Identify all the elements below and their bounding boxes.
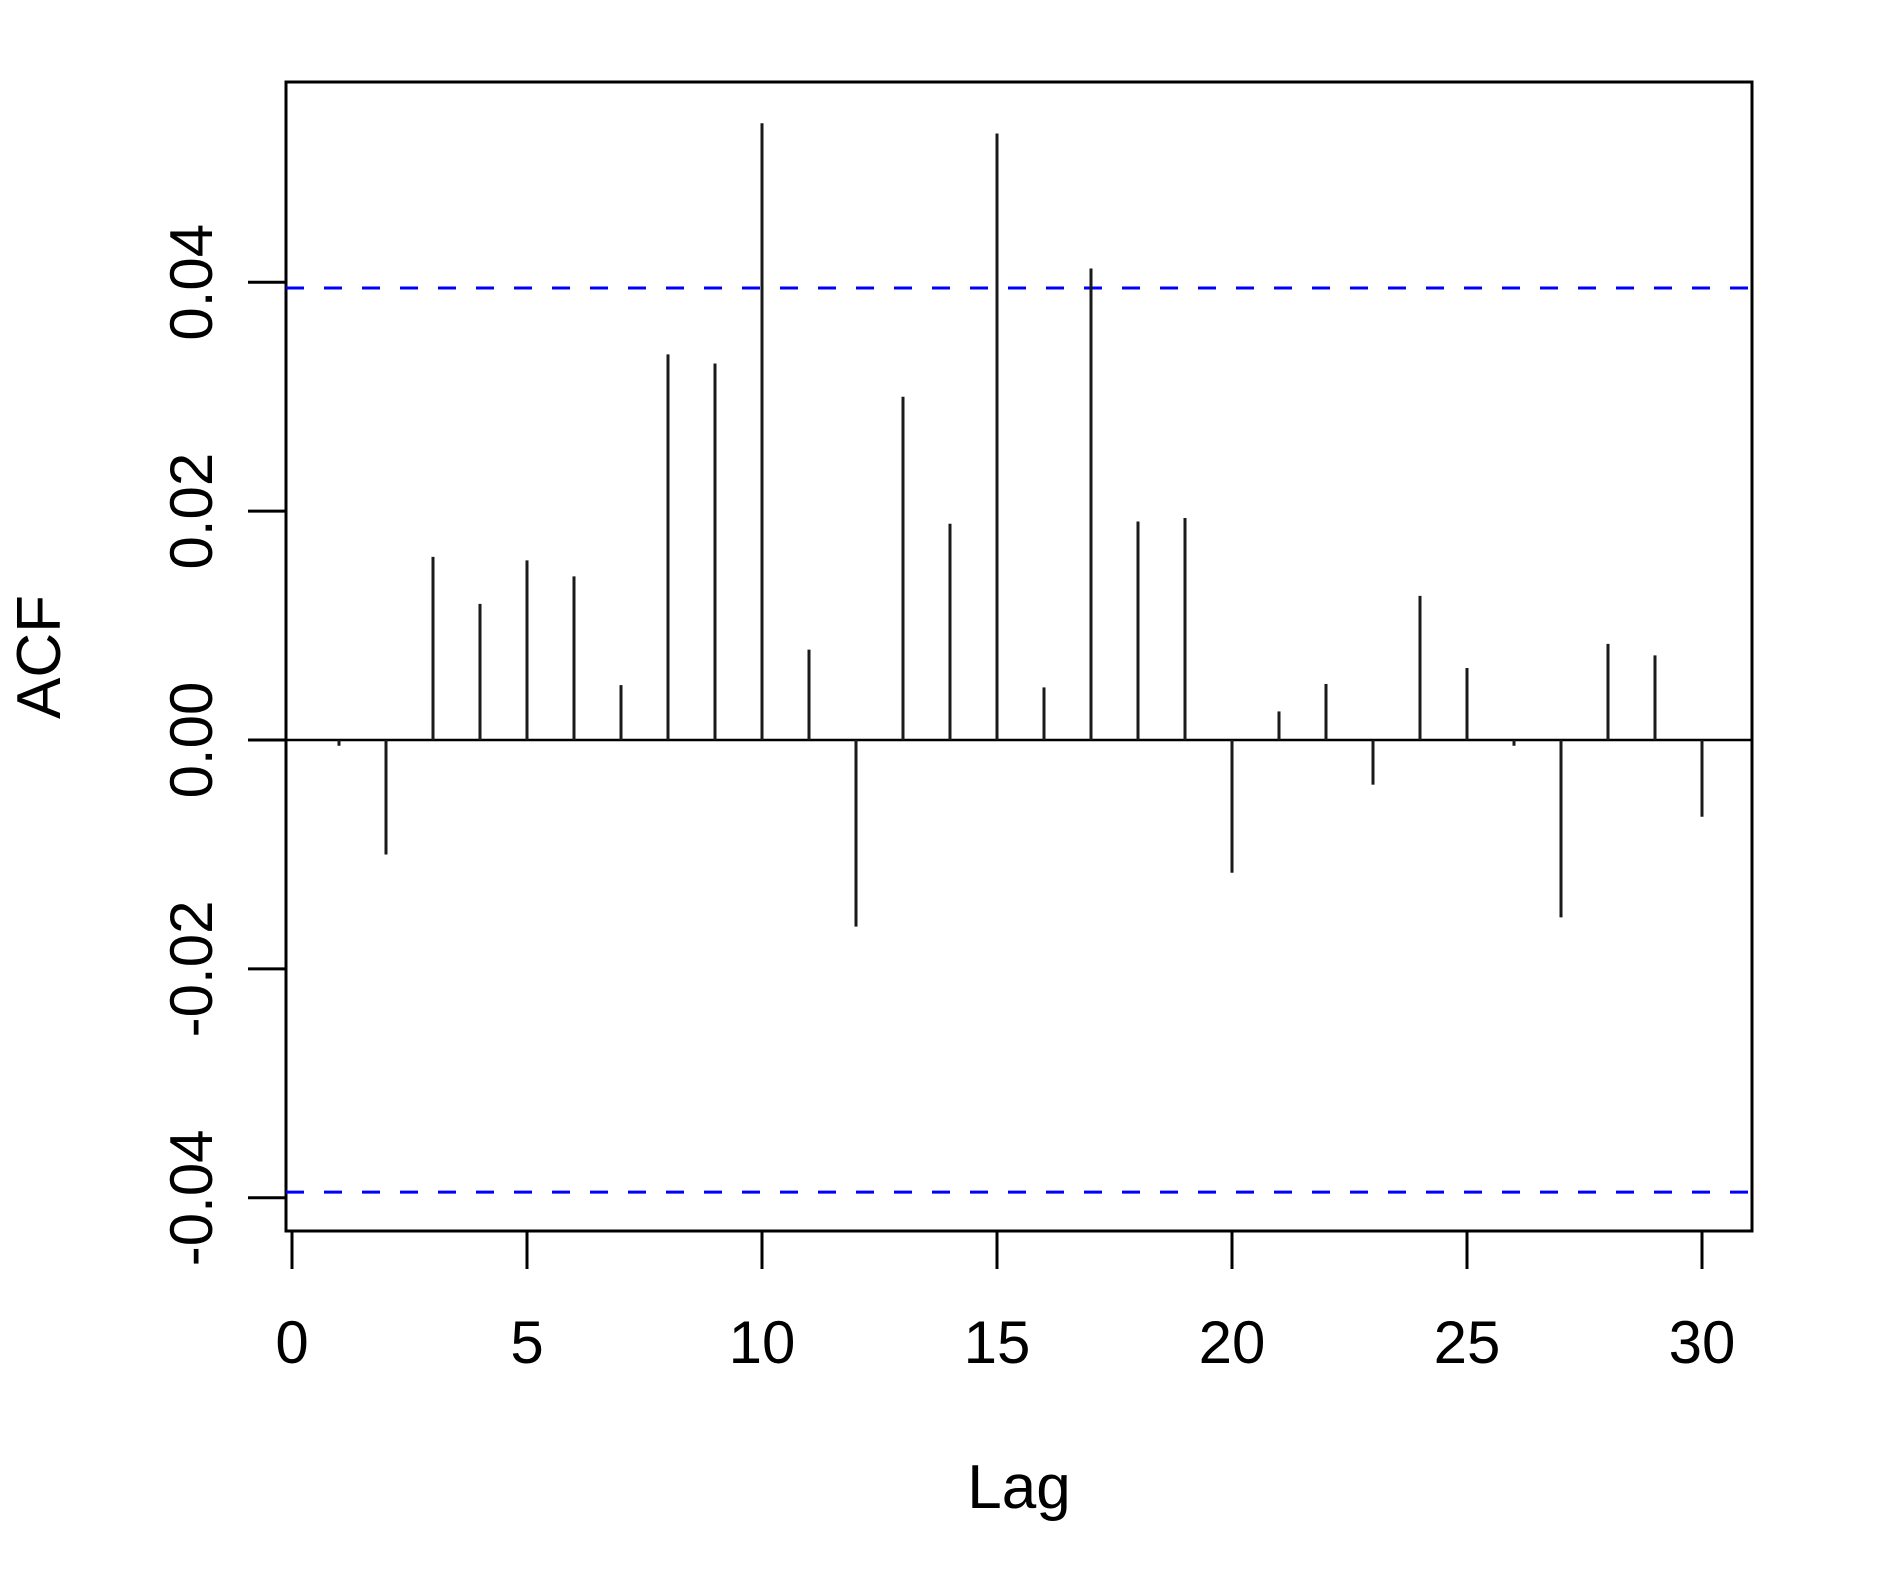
acf-bars xyxy=(337,123,1704,927)
y-tick-label--0.02: -0.02 xyxy=(158,901,225,1038)
y-tick-label--0.04: -0.04 xyxy=(158,1129,225,1266)
y-tick-label-0.04: 0.04 xyxy=(158,224,225,341)
x-tick-label-5: 5 xyxy=(510,1309,543,1376)
x-tick-label-20: 20 xyxy=(1199,1309,1266,1376)
x-tick-label-25: 25 xyxy=(1434,1309,1501,1376)
x-tick-label-10: 10 xyxy=(729,1309,796,1376)
x-tick-label-0: 0 xyxy=(275,1309,308,1376)
y-tick-label-0.02: 0.02 xyxy=(158,453,225,570)
y-tick-label-0.00: 0.00 xyxy=(158,682,225,799)
x-axis: 0 5 10 15 20 25 30 xyxy=(275,1231,1735,1376)
confidence-lines xyxy=(286,286,1752,1194)
plot-box xyxy=(284,80,1754,1233)
y-axis-title: ACF xyxy=(5,595,74,719)
y-axis: 0.04 0.02 0.00 -0.02 -0.04 xyxy=(158,224,286,1266)
x-tick-label-15: 15 xyxy=(964,1309,1031,1376)
x-axis-title: Lag xyxy=(967,1453,1070,1522)
x-tick-label-30: 30 xyxy=(1669,1309,1736,1376)
